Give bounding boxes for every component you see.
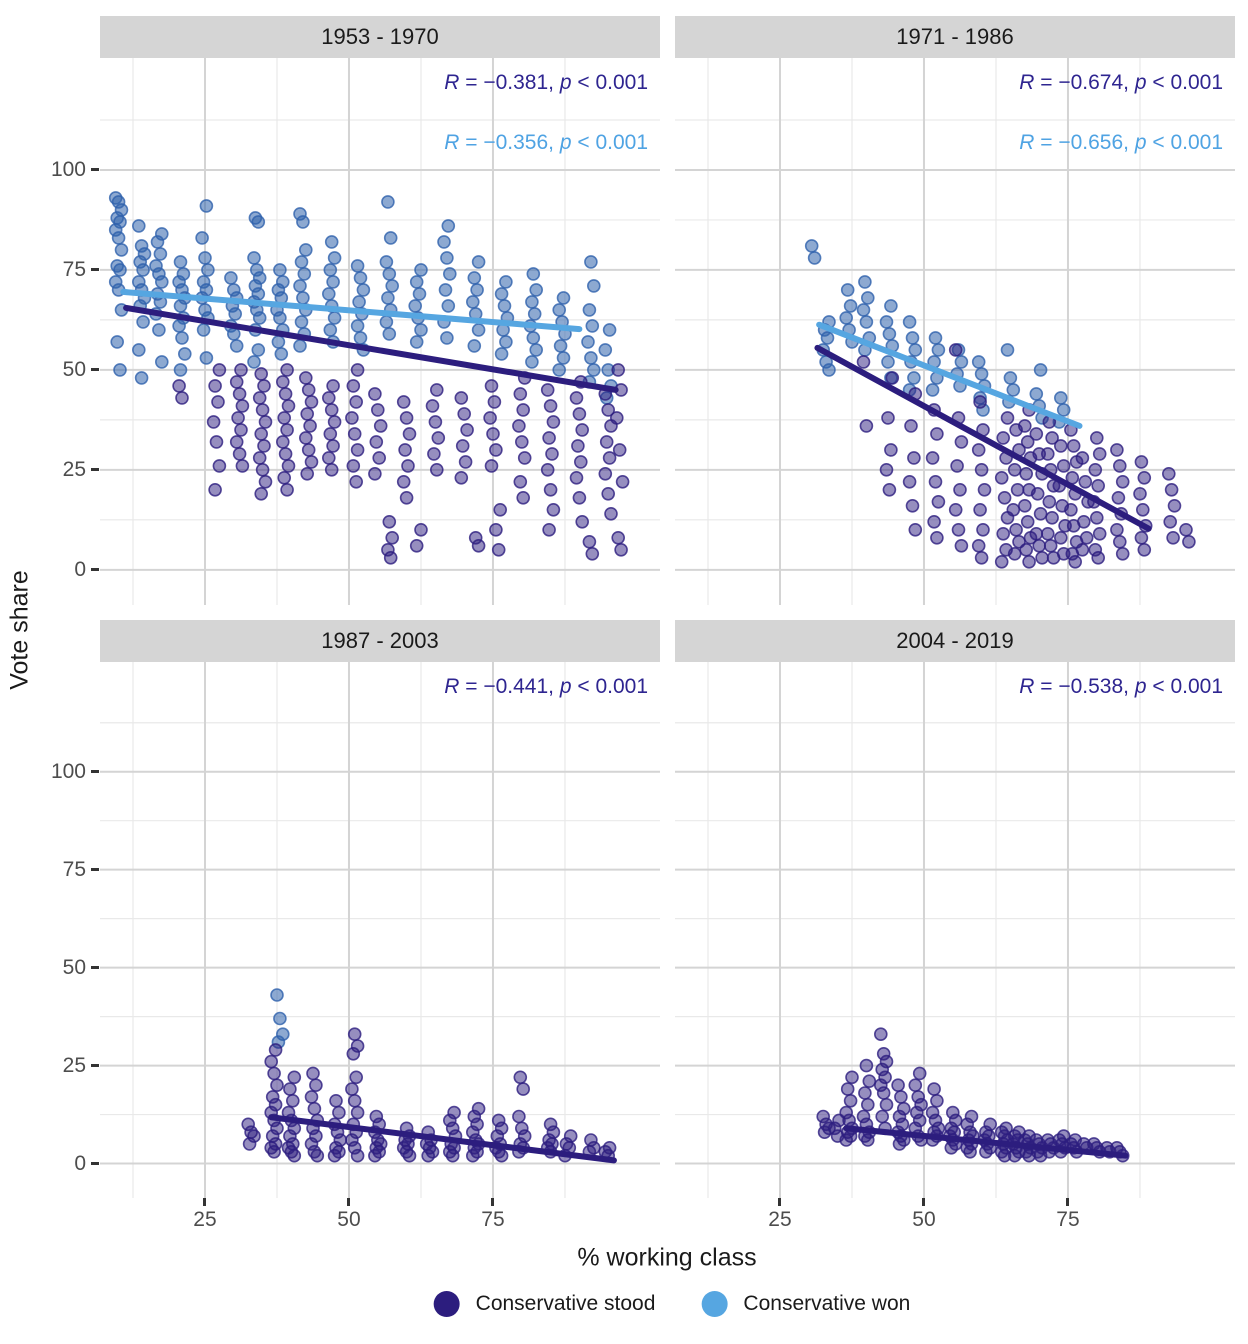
y-tick-label: 100 [50,157,86,181]
facet-strip-label: 1971 - 1986 [896,24,1014,49]
x-tick-label: 25 [768,1208,792,1231]
y-tick-mark [91,770,99,774]
legend-item-stood: Conservative stood [433,1291,656,1317]
y-tick-label: 25 [62,1053,86,1077]
facet-strip-label: 1987 - 2003 [321,628,439,653]
r-annotation-stood: R = −0.381, p < 0.001 [444,71,648,94]
scatter-svg [675,662,1235,1198]
y-tick-label: 0 [74,1151,86,1175]
y-tick-mark [91,368,99,372]
trend-line-won [120,288,583,333]
trend-line-stood [814,344,1152,532]
y-tick-label: 75 [62,857,86,881]
legend-label-stood: Conservative stood [475,1292,656,1315]
x-tick-label: 75 [481,1208,505,1231]
facet-strip-label: 1953 - 1970 [321,24,439,49]
legend-item-won: Conservative won [701,1291,910,1317]
points-conservative-won [270,988,290,1049]
x-tick-mark [922,1198,926,1206]
x-tick-mark [778,1198,782,1206]
y-tick-label: 50 [62,955,86,979]
y-tick-mark [91,268,99,272]
y-axis-title: Vote share [5,570,34,690]
r-annotation-stood: R = −0.538, p < 0.001 [1019,675,1223,698]
legend-swatch-stood-icon [433,1291,460,1317]
facet-strip: 1987 - 2003 [100,620,660,662]
y-tick-mark [91,966,99,970]
r-annotation-won: R = −0.656, p < 0.001 [1019,131,1223,154]
panel-facet-2 [100,662,660,1198]
y-tick-mark [91,468,99,472]
y-tick-mark [91,568,99,572]
scatter-svg [675,58,1235,605]
y-tick-label: 0 [74,557,86,581]
r-annotation-won: R = −0.356, p < 0.001 [444,131,648,154]
legend-label-won: Conservative won [743,1292,911,1315]
panel-facet-0 [100,58,660,605]
x-tick-label: 50 [337,1208,361,1231]
trend-line-stood [268,1114,617,1164]
x-axis-title: % working class [577,1243,757,1272]
y-tick-mark [91,868,99,872]
x-tick-mark [203,1198,207,1206]
trend-line-stood [123,304,619,393]
trend-line-stood [843,1125,1129,1159]
x-tick-mark [1066,1198,1070,1206]
trend-line-won [816,321,1083,429]
y-tick-mark [91,1064,99,1068]
panel-facet-3 [675,662,1235,1198]
y-tick-mark [91,168,99,172]
scatter-svg [100,662,660,1198]
x-tick-mark [491,1198,495,1206]
scatter-svg [100,58,660,605]
x-tick-label: 50 [912,1208,936,1231]
y-tick-label: 100 [50,759,86,783]
y-tick-label: 25 [62,457,86,481]
y-tick-label: 75 [62,257,86,281]
r-annotation-stood: R = −0.441, p < 0.001 [444,675,648,698]
x-tick-label: 75 [1056,1208,1080,1231]
legend: Conservative stood Conservative won [433,1291,910,1317]
x-tick-label: 25 [193,1208,217,1231]
y-tick-label: 50 [62,357,86,381]
facet-strip: 2004 - 2019 [675,620,1235,662]
r-annotation-stood: R = −0.674, p < 0.001 [1019,71,1223,94]
facet-strip: 1971 - 1986 [675,16,1235,58]
y-tick-mark [91,1162,99,1166]
legend-swatch-won-icon [701,1291,728,1317]
x-tick-mark [347,1198,351,1206]
facet-strip: 1953 - 1970 [100,16,660,58]
points-conservative-stood [172,363,630,565]
facet-strip-label: 2004 - 2019 [896,628,1014,653]
panel-facet-1 [675,58,1235,605]
points-conservative-stood [241,1027,617,1163]
